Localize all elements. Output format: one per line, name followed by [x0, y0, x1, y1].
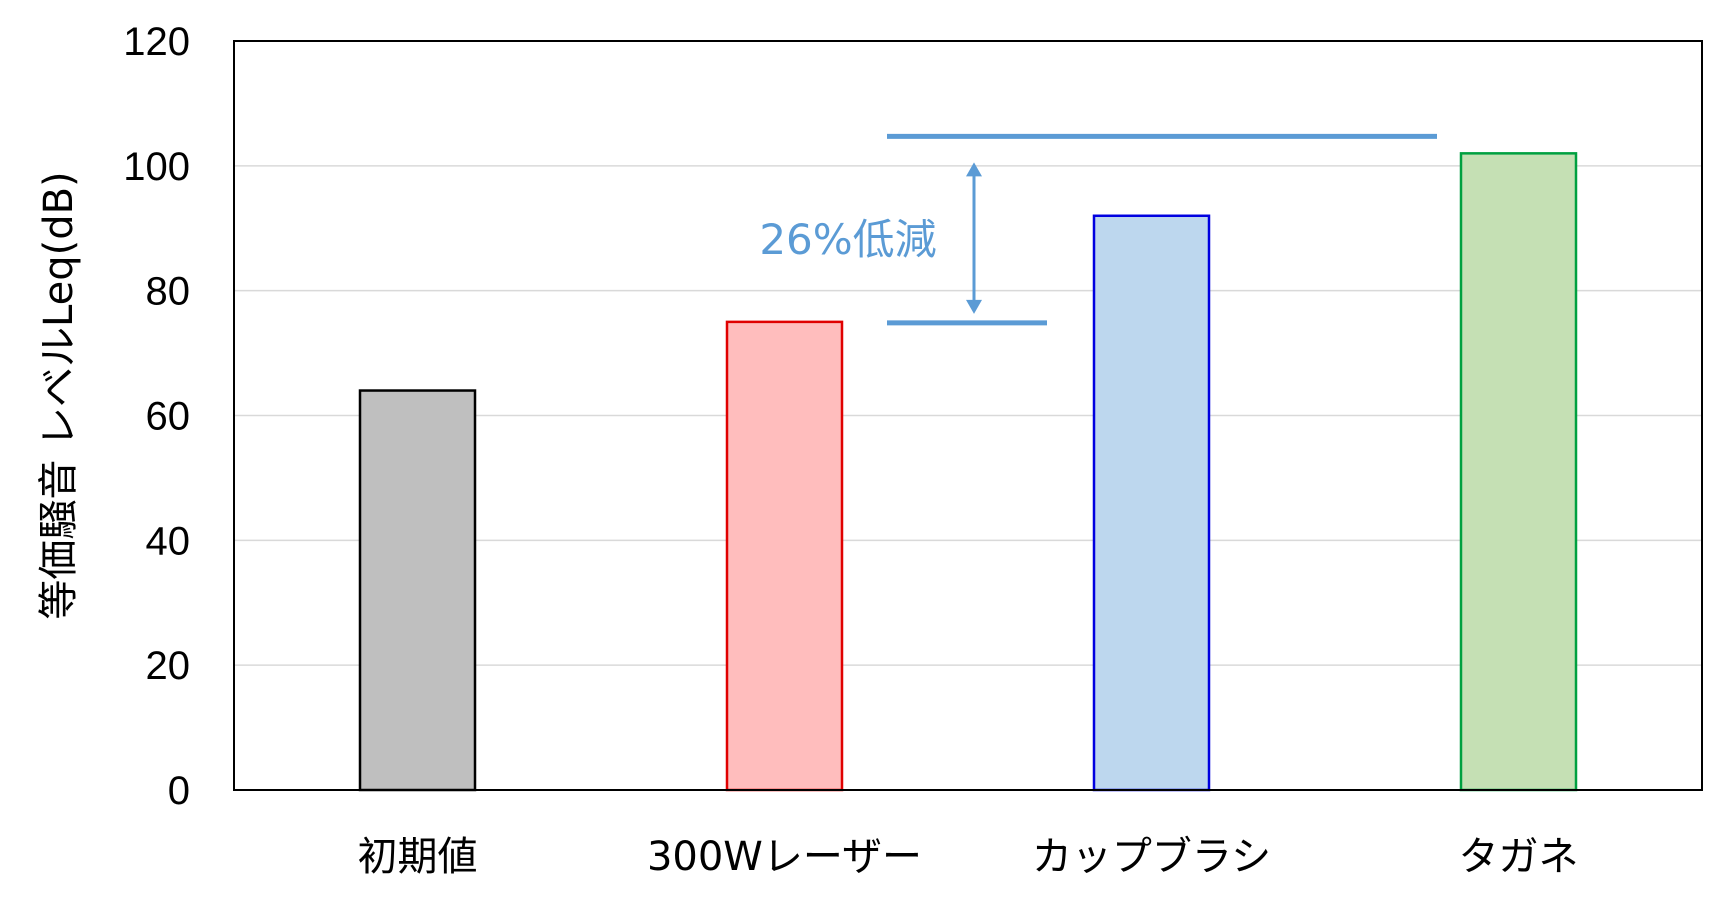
- x-category-label: 初期値: [358, 834, 478, 880]
- gridlines: [234, 165, 1702, 666]
- bars: [358, 152, 1578, 792]
- y-tick-label: 100: [123, 145, 190, 189]
- x-axis-labels: 初期値 300Wレーザー カップブラシ タガネ: [358, 834, 1579, 880]
- y-tick-label: 60: [146, 395, 191, 439]
- y-tick-label: 80: [146, 270, 191, 314]
- bar-3: [1092, 214, 1211, 792]
- y-tick-label: 0: [168, 769, 190, 813]
- y-axis-title: 等価騒音 レベルLeq(dB): [36, 171, 82, 619]
- bar-1: [358, 389, 477, 792]
- bar-4: [1459, 152, 1578, 792]
- annotation-arrowhead-down: [966, 299, 982, 314]
- x-category-label: カップブラシ: [1032, 834, 1271, 880]
- annotation-arrowhead-up: [966, 162, 982, 177]
- plot-area-frame: [233, 40, 1703, 791]
- reduction-annotation: 26%低減: [759, 133, 1437, 326]
- y-tick-label: 120: [123, 20, 190, 64]
- y-tick-label: 40: [146, 519, 191, 563]
- y-tick-label: 20: [146, 644, 191, 688]
- x-category-label: タガネ: [1459, 834, 1579, 880]
- bar-2: [725, 320, 844, 792]
- x-category-label: 300Wレーザー: [647, 834, 922, 880]
- y-axis-ticks: 0 20 40 60 80 100 120: [123, 20, 190, 813]
- annotation-label: 26%低減: [759, 215, 936, 264]
